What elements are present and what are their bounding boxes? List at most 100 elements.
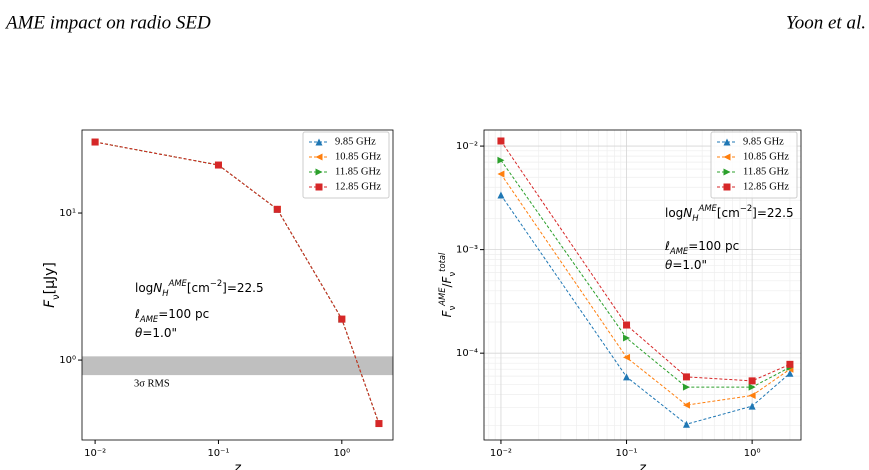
series-line [500,173,791,406]
data-point [497,137,505,145]
data-point [338,315,346,323]
x-tick-label: 10⁻¹ [207,448,229,459]
text-part: ν [51,294,62,300]
data-point [748,377,756,385]
legend-marker [315,183,323,191]
data-point [623,373,631,381]
text-part: [cm [187,281,210,295]
legend-marker [723,153,731,161]
data-point [497,191,505,199]
data-point [273,205,281,213]
legend-label: 10.85 GHz [743,151,789,162]
data-point [786,360,794,368]
x-tick-label: 10⁰ [333,448,350,459]
text-part: H [692,213,699,223]
x-tick-label: 10⁻¹ [616,448,638,459]
text-part: =100 pc [688,239,739,253]
text-part: =1.0" [672,258,707,272]
data-point [91,138,99,146]
text-part: H [162,288,169,298]
data-point [748,402,756,410]
text-part: N [153,281,162,295]
text-part: =100 pc [158,307,209,321]
annotation: ℓAME=100 pc [664,239,739,256]
legend-marker [315,168,323,176]
legend-marker [315,153,323,161]
text-part: θ [135,326,143,340]
legend-label: 11.85 GHz [335,166,381,177]
text-part: AME [139,314,159,324]
text-part: total [437,252,447,272]
x-tick-label: 10⁰ [744,448,761,459]
data-point [214,161,222,169]
legend-box [710,131,798,199]
data-point [623,334,631,342]
text-part: ν [447,305,457,310]
annotation: logNHAME[cm−2]=22.5 [135,278,264,298]
y-tick-label: 10¹ [59,208,76,219]
text-part: ]=22.5 [752,206,793,220]
rms-band [82,356,393,376]
legend-marker [723,183,731,191]
text-part: AME [698,203,718,213]
data-point [623,321,631,329]
text-part: θ [665,258,673,272]
text-part: ν [447,272,457,277]
data-point [623,353,631,361]
data-point [748,392,756,400]
text-part: F [440,309,454,317]
data-point [375,420,383,428]
text-part: z [638,461,647,470]
data-point [682,401,690,409]
x-axis-label: z [233,461,242,470]
y-tick-label: 10⁻² [456,141,478,152]
text-part: z [233,461,242,470]
text-part: F [42,299,58,308]
legend-label: 10.85 GHz [335,151,381,162]
axes-frame [81,129,394,441]
text-part: AME [669,246,689,256]
x-tick-label: 10⁻² [84,448,106,459]
data-point [497,170,505,178]
legend-label: 12.85 GHz [335,181,381,192]
annotation: logNHAME[cm−2]=22.5 [665,203,794,223]
text-part: AME [437,287,447,307]
y-axis-label: FνAME/Fνtotal [437,252,457,317]
text-part: AME [168,278,188,288]
legend-label: 9.85 GHz [743,136,784,147]
text-part: =1.0" [142,326,177,340]
text-part: [cm [717,206,740,220]
x-axis-label: z [638,461,647,470]
legend-marker [723,138,731,146]
text-part: log [135,281,153,295]
legend-label: 12.85 GHz [743,181,789,192]
text-part: −2 [210,278,222,288]
data-point [682,383,690,391]
x-tick-label: 10⁻² [490,448,512,459]
data-point [497,156,505,164]
running-title: AME impact on radio SED [4,12,211,33]
y-axis-label: Fν[μJy] [42,262,62,308]
axes-frame [483,129,802,441]
legend-marker [315,138,323,146]
text-part: −2 [740,203,752,213]
text-part: [μJy] [42,262,58,294]
data-point [786,369,794,377]
legend-marker [723,168,731,176]
text-part: / [440,282,454,287]
text-part: ℓ [664,239,670,253]
text-part: ]=22.5 [222,281,263,295]
running-authors: Yoon et al. [786,12,866,33]
text-part: log [665,206,683,220]
band-label: 3σ RMS [134,379,170,390]
annotation: ℓAME=100 pc [134,307,209,324]
y-tick-label: 10⁰ [59,355,76,366]
legend-label: 9.85 GHz [335,136,376,147]
data-point [682,420,690,428]
text-part: N [683,206,692,220]
annotation: θ=1.0" [665,258,707,272]
text-part: ℓ [134,307,140,321]
y-tick-label: 10⁻³ [456,245,478,256]
y-tick-label: 10⁻⁴ [456,348,478,359]
